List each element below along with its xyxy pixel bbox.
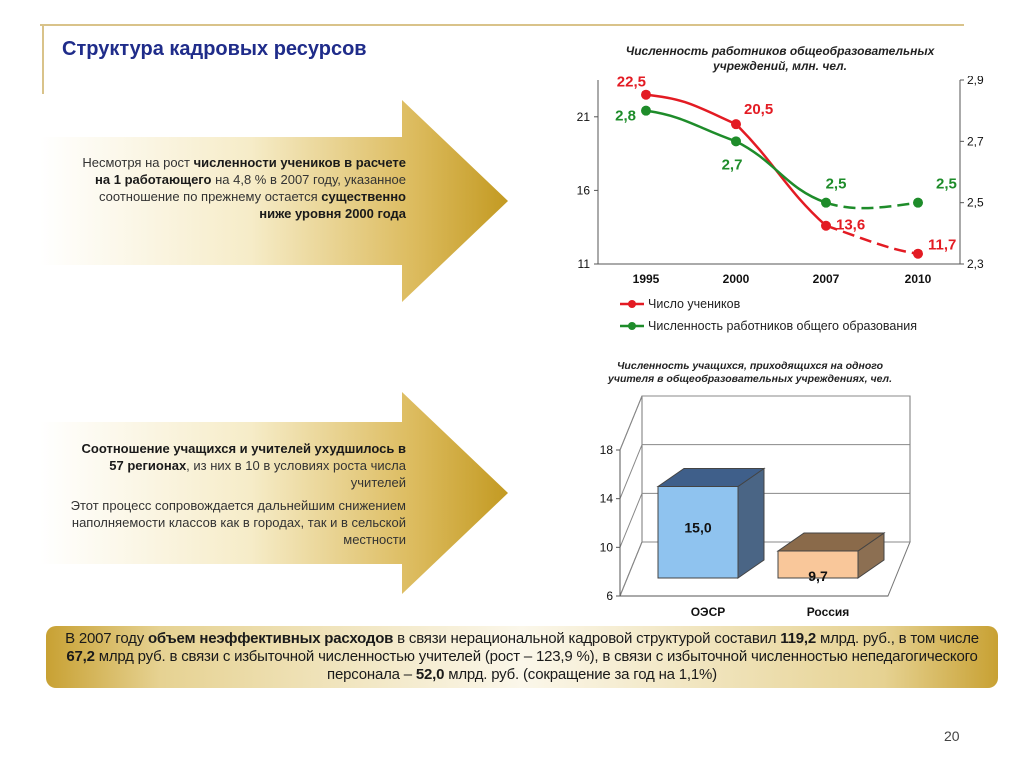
- arrow-1-segment: Несмотря на рост: [82, 155, 194, 170]
- bar-chart-y-tick-label: 18: [600, 443, 614, 457]
- slide-title: Структура кадровых ресурсов: [62, 38, 367, 60]
- arrow-2-segment: Соотношение учащихся и учителей ухудшило…: [81, 441, 407, 473]
- arrow-1-paragraph: Несмотря на рост численности учеников в …: [70, 154, 406, 222]
- frame-line-left: [42, 24, 44, 94]
- bottom-segment: млрд руб. в связи с избыточной численнос…: [94, 648, 978, 683]
- line-chart-data-label: 13,6: [836, 217, 865, 234]
- line-chart-left-tick-label: 16: [577, 183, 591, 197]
- bar-category-label: ОЭСР: [691, 605, 726, 619]
- bar-chart-title: Численность учащихся, приходящихся на од…: [560, 360, 940, 386]
- bar-chart-grid-side: [619, 395, 643, 451]
- line-chart-series-dashed-line: [825, 201, 919, 210]
- bar-chart-y-tick-label: 6: [606, 589, 613, 603]
- line-chart-title: Численность работников общеобразовательн…: [580, 44, 980, 74]
- line-chart-data-label: 2,5: [826, 176, 847, 193]
- bar-chart-grid-side: [619, 493, 643, 548]
- line-chart-point: [913, 248, 923, 259]
- bar-chart-y-tick-label: 10: [600, 540, 614, 554]
- bottom-segment: 67,2: [66, 648, 95, 665]
- line-chart-legend-swatch-point: [628, 322, 636, 330]
- line-chart-data-label: 2,8: [615, 108, 636, 125]
- line-chart-data-label: 2,7: [722, 156, 743, 173]
- arrow-2-paragraph-2: Этот процесс сопровождается дальнейшим с…: [70, 498, 406, 547]
- line-chart-point: [641, 89, 651, 100]
- line-chart-point: [913, 197, 923, 208]
- line-chart-x-tick-label: 2007: [813, 272, 840, 286]
- line-chart-point: [821, 220, 831, 231]
- arrow-1-segment: существенно ниже уровня 2000 года: [259, 189, 406, 221]
- bar-chart-title-line-2: учителя в общеобразовательных учреждения…: [607, 373, 892, 385]
- arrow-2-segment: , из них в 10 в условиях роста числа учи…: [186, 458, 406, 490]
- bar-side-face: [737, 467, 765, 579]
- line-chart-data-label: 20,5: [744, 101, 773, 118]
- bar-chart-grid-side: [619, 444, 643, 499]
- line-chart-right-tick-label: 2,5: [967, 196, 984, 210]
- arrow-text-2: Соотношение учащихся и учителей ухудшило…: [70, 440, 406, 554]
- line-chart-right-tick-label: 2,3: [967, 257, 984, 271]
- bottom-segment: в связи нерациональной кадровой структур…: [393, 630, 781, 647]
- line-chart-point: [821, 197, 831, 208]
- bottom-segment: млрд. руб. (сокращение за год на 1,1%): [444, 666, 717, 683]
- line-chart-legend-swatch-point: [628, 300, 636, 308]
- line-chart-data-label: 2,5: [936, 176, 957, 193]
- line-chart-legend-label: Численность работников общего образовани…: [648, 319, 917, 333]
- bottom-segment: В 2007 году: [65, 630, 148, 647]
- bottom-summary-text: В 2007 году объем неэффективных расходов…: [52, 630, 992, 684]
- line-chart-x-tick-label: 1995: [633, 272, 660, 286]
- bar-chart: 6 10 14 18 15,0 ОЭСР 9,7 Россия: [600, 395, 911, 619]
- bar-data-label: 15,0: [684, 520, 711, 536]
- line-chart-right-tick-label: 2,9: [967, 76, 984, 87]
- arrow-2-paragraph-1: Соотношение учащихся и учителей ухудшило…: [70, 440, 407, 491]
- line-chart-left-tick-label: 11: [578, 257, 591, 271]
- bar-front-face: [777, 550, 859, 579]
- line-chart-point: [731, 136, 741, 147]
- arrow-shape-1: [40, 100, 508, 302]
- line-chart-x-tick-label: 2010: [905, 272, 932, 286]
- line-chart-title-line-1: Численность работников общеобразовательн…: [625, 44, 935, 58]
- arrow-1-segment: численности учеников в расчете на 1 рабо…: [95, 155, 406, 187]
- bottom-segment: 52,0: [415, 666, 445, 683]
- bar-category-label: Россия: [807, 605, 850, 619]
- frame-line-top: [40, 24, 964, 26]
- line-chart-data-label: 11,7: [928, 237, 956, 254]
- bottom-segment: млрд. руб., в том числе: [816, 630, 979, 647]
- line-chart-point: [641, 105, 651, 116]
- line-chart-x-tick-label: 2000: [723, 272, 750, 286]
- line-chart-right-tick-label: 2,7: [967, 134, 984, 148]
- line-chart-data-label: 22,5: [617, 76, 646, 91]
- bar-front-face: [657, 486, 739, 579]
- arrow-shape-2: [40, 392, 508, 594]
- arrow-text-1: Несмотря на рост численности учеников в …: [70, 154, 406, 228]
- bar-chart-title-line-1: Численность учащихся, приходящихся на од…: [617, 360, 883, 372]
- bottom-segment: 119,2: [780, 630, 817, 647]
- bar-chart-y-tick-label: 14: [600, 492, 614, 506]
- line-chart-title-line-2: учреждений, млн. чел.: [713, 59, 847, 73]
- line-chart: 11 16 21 2,3 2,5 2,7 2,9 1995 2000 2007 2010 22,5 20…: [577, 76, 984, 333]
- line-chart-point: [731, 119, 741, 130]
- line-chart-left-tick-label: 21: [577, 110, 591, 124]
- bar-chart-grid-side: [619, 541, 643, 597]
- page-number: 20: [944, 728, 960, 744]
- bar-data-label: 9,7: [808, 568, 828, 584]
- arrow-1-segment: на 4,8 % в 2007 году, указанное соотноше…: [99, 172, 406, 204]
- bottom-box-shape: [46, 626, 998, 688]
- line-chart-series-dashed-line: [825, 224, 919, 255]
- line-chart-legend-label: Число учеников: [648, 297, 741, 311]
- bottom-segment: объем неэффективных расходов: [147, 630, 394, 647]
